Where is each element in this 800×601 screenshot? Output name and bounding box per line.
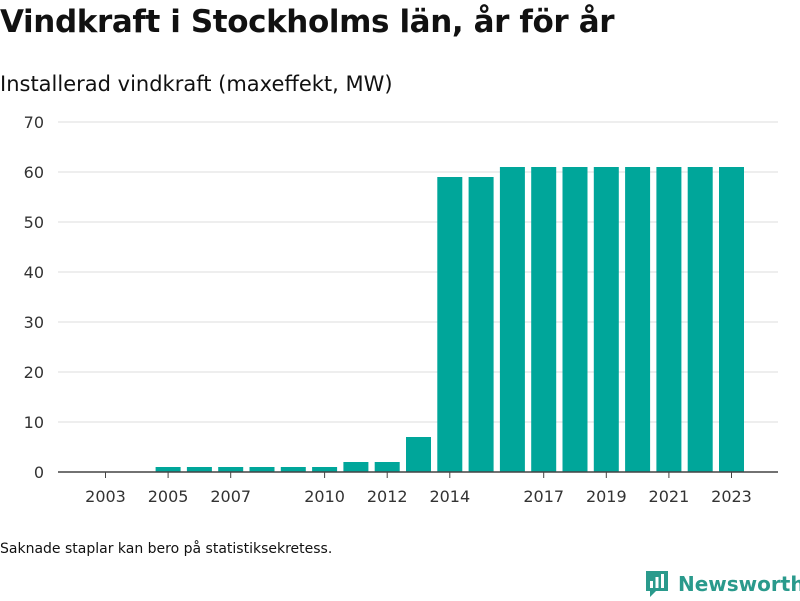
x-tick-label: 2023: [711, 487, 752, 506]
bar: [687, 167, 713, 472]
y-tick-label: 50: [24, 213, 44, 232]
x-axis: 2003 2005 2007 2010 2012 2014 2017 2019 2021 2023: [58, 471, 778, 506]
bar: [499, 167, 525, 472]
footnote: Saknade staplar kan bero på statistiksek…: [0, 541, 333, 557]
newsworthy-logo-icon: [646, 571, 668, 597]
y-tick-label: 70: [24, 113, 44, 132]
bar: [218, 467, 244, 472]
bar: [312, 467, 338, 472]
bar: [719, 167, 744, 472]
x-tick-label: 2012: [367, 487, 408, 506]
bar: [593, 167, 619, 472]
x-tick-label: 2005: [148, 487, 189, 506]
y-tick-label: 30: [24, 313, 44, 332]
chart-subtitle: Installerad vindkraft (maxeffekt, MW): [0, 72, 393, 96]
bar: [406, 437, 431, 472]
bar: [468, 177, 494, 472]
y-tick-label: 0: [34, 463, 44, 482]
bar: [186, 467, 212, 472]
bar: [531, 167, 557, 472]
x-tick-label: 2019: [586, 487, 627, 506]
y-axis-ticks: 0 10 20 30 40 50 60 70: [24, 113, 44, 482]
bar: [280, 467, 306, 472]
y-tick-label: 60: [24, 163, 44, 182]
y-tick-label: 20: [24, 363, 44, 382]
bar: [437, 177, 463, 472]
bar: [343, 462, 369, 472]
y-tick-label: 40: [24, 263, 44, 282]
bar: [155, 467, 181, 472]
x-tick-label: 2010: [304, 487, 345, 506]
bars: [155, 167, 744, 472]
bar: [249, 467, 275, 472]
brand-name: Newsworthy: [678, 572, 800, 596]
brand-logo: Newsworthy: [644, 567, 800, 601]
x-tick-label: 2021: [649, 487, 690, 506]
bar: [625, 167, 651, 472]
bar: [562, 167, 588, 472]
bar: [656, 167, 682, 472]
y-tick-label: 10: [24, 413, 44, 432]
x-tick-label: 2014: [429, 487, 470, 506]
x-tick-label: 2017: [523, 487, 564, 506]
chart-title: Vindkraft i Stockholms län, år för år: [0, 4, 615, 40]
bar: [374, 462, 400, 472]
x-tick-label: 2007: [210, 487, 251, 506]
x-tick-label: 2003: [85, 487, 126, 506]
